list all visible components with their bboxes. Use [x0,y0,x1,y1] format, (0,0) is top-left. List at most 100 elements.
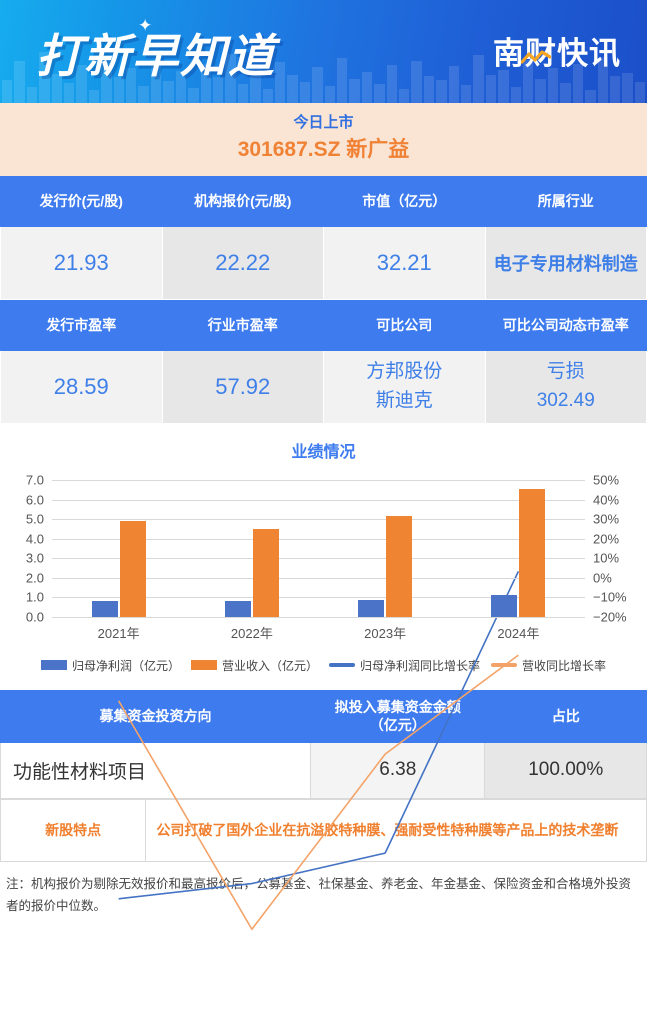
value-comparable-companies: 方邦股份 斯迪克 [323,349,486,424]
y-axis-tick-left: 0.0 [25,609,44,625]
legend-label: 营收同比增长率 [522,658,607,673]
comparable-company-2: 斯迪克 [375,389,433,411]
legend-label: 营业收入（亿元） [221,658,318,673]
col-header-industry: 所属行业 [484,175,647,227]
stock-code-name: 301687.SZ 新广益 [237,137,410,161]
value-issue-price: 21.93 [0,225,163,300]
chart-bar [358,600,385,617]
chart-line [119,571,519,898]
col-header-fund-ratio: 占比 [484,689,647,743]
chart-bar [519,488,546,617]
y-axis-tick-left: 4.0 [25,531,44,547]
value-comparable-pe: 亏损 302.49 [484,349,647,424]
cell-fund-amount: 6.38 [310,741,486,799]
table-row: 功能性材料项目 6.38 100.00% [0,741,647,799]
y-axis-tick-right: −10% [593,589,627,605]
y-axis-tick-left: 7.0 [25,472,44,488]
table-row: 28.59 57.92 方邦股份 斯迪克 亏损 302.49 [0,349,647,424]
y-axis-tick-right: 0% [593,570,612,586]
legend-item: 归母净利润同比增长率 [329,657,480,674]
today-listing-label: 今日上市 [293,114,354,131]
legend-bar-swatch [40,660,67,671]
y-axis-tick-left: 6.0 [25,492,44,507]
value-industry-pe: 57.92 [161,349,324,424]
footnote: 注：机构报价为剔除无效报价和最高报价后，公募基金、社保基金、养老金、年金基金、保… [6,876,632,913]
issue-info-table: 发行价(元/股) 机构报价(元/股) 市值（亿元） 所属行业 21.93 22.… [0,175,647,300]
y-axis-tick-left: 1.0 [25,589,44,605]
comparable-pe-2: 302.49 [536,389,595,411]
col-header-fund-amount: 拟投入募集资金金额 （亿元） [310,689,486,743]
chart-plot-area: 0.0 1.0 2.0 3.0 4.0 5.0 6.0 7.0 −20% −10% 0% 10% 20%… [26,472,627,618]
chart-canvas: 0.0 1.0 2.0 3.0 4.0 5.0 6.0 7.0 −20% −10% 0% 10% 20%… [0,472,647,647]
ipo-title-band: 今日上市 301687.SZ 新广益 [0,103,647,176]
y-axis-tick-right: 30% [593,511,620,527]
chart-line [119,655,519,929]
legend-item: 归母净利润（亿元） [40,657,180,674]
chart-bar [119,520,146,617]
chart-bar [386,516,413,617]
comparable-pe-1: 亏损 [546,361,585,383]
y-axis-tick-right: 40% [593,492,620,507]
legend-item: 营业收入（亿元） [190,657,318,674]
value-issue-pe: 28.59 [0,349,163,424]
fund-amount-line2: （亿元） [369,717,426,734]
y-axis-tick-left: 2.0 [25,570,44,586]
value-industry: 电子专用材料制造 [484,225,647,300]
performance-chart-section: 业绩情况 0.0 1.0 2.0 3.0 4.0 5.0 6.0 7.0 −20% −10% 0% 1… [0,423,647,678]
y-axis-tick-right: 20% [593,531,620,547]
table-header-row: 募集资金投资方向 拟投入募集资金金额 （亿元） 占比 [0,689,647,743]
value-inst-price: 22.22 [161,225,324,300]
chart-gridline [52,558,585,560]
chart-bar [91,600,118,617]
col-header-inst-price: 机构报价(元/股) [161,175,324,227]
value-market-cap: 32.21 [323,225,486,300]
chart-wave-icon [521,50,551,64]
y-axis-tick-left: 3.0 [25,550,44,566]
banner-title: 打新早知道 [36,29,276,83]
col-header-comparable-pe: 可比公司动态市盈率 [484,299,647,351]
x-axis-tick: 2023年 [364,625,407,641]
col-header-issue-pe: 发行市盈率 [0,299,163,351]
chart-gridline [52,597,585,599]
col-header-industry-pe: 行业市盈率 [161,299,324,351]
chart-line-series [52,480,585,1013]
table-header-row: 发行价(元/股) 机构报价(元/股) 市值（亿元） 所属行业 [0,175,647,227]
x-axis-tick: 2021年 [97,625,140,641]
chart-gridline [52,577,585,579]
banner-bar-pattern [0,45,647,103]
table-row: 21.93 22.22 32.21 电子专用材料制造 [0,225,647,300]
legend-label: 归母净利润（亿元） [71,658,180,673]
chart-gridline [52,499,585,501]
sparkle-icon: ✦ [138,16,153,35]
col-header-comparable: 可比公司 [323,299,486,351]
fund-usage-table: 募集资金投资方向 拟投入募集资金金额 （亿元） 占比 功能性材料项目 6.38 … [0,689,647,799]
chart-bar [252,528,279,617]
valuation-info-table: 发行市盈率 行业市盈率 可比公司 可比公司动态市盈率 28.59 57.92 方… [0,299,647,424]
chart-gridline [52,538,585,540]
y-axis-tick-left: 5.0 [25,511,44,527]
table-header-row: 发行市盈率 行业市盈率 可比公司 可比公司动态市盈率 [0,299,647,351]
page-banner: ✦ 打新早知道 南财快讯 [0,0,647,103]
y-axis-tick-right: 50% [593,472,620,488]
legend-bar-swatch [190,660,217,671]
x-axis-tick: 2022年 [230,625,273,641]
y-axis-tick-right: 10% [593,550,620,566]
legend-line-swatch [329,663,355,668]
col-header-fund-direction: 募集资金投资方向 [0,689,312,743]
fund-amount-line1: 拟投入募集资金金额 [334,698,461,715]
banner-brand: 南财快讯 [493,36,621,72]
section-gap [0,677,647,690]
col-header-market-cap: 市值（亿元） [323,175,486,227]
cell-fund-ratio: 100.00% [484,741,647,799]
cell-fund-direction: 功能性材料项目 [0,741,312,799]
chart-title: 业绩情况 [291,443,356,461]
chart-gridline [52,479,585,481]
col-header-issue-price: 发行价(元/股) [0,175,163,227]
chart-gridline [52,616,585,618]
legend-label: 归母净利润同比增长率 [360,658,481,673]
chart-gridline [52,519,585,521]
comparable-company-1: 方邦股份 [366,361,443,383]
chart-bar [491,594,518,617]
y-axis-tick-right: −20% [593,609,627,625]
chart-bar [224,601,251,617]
